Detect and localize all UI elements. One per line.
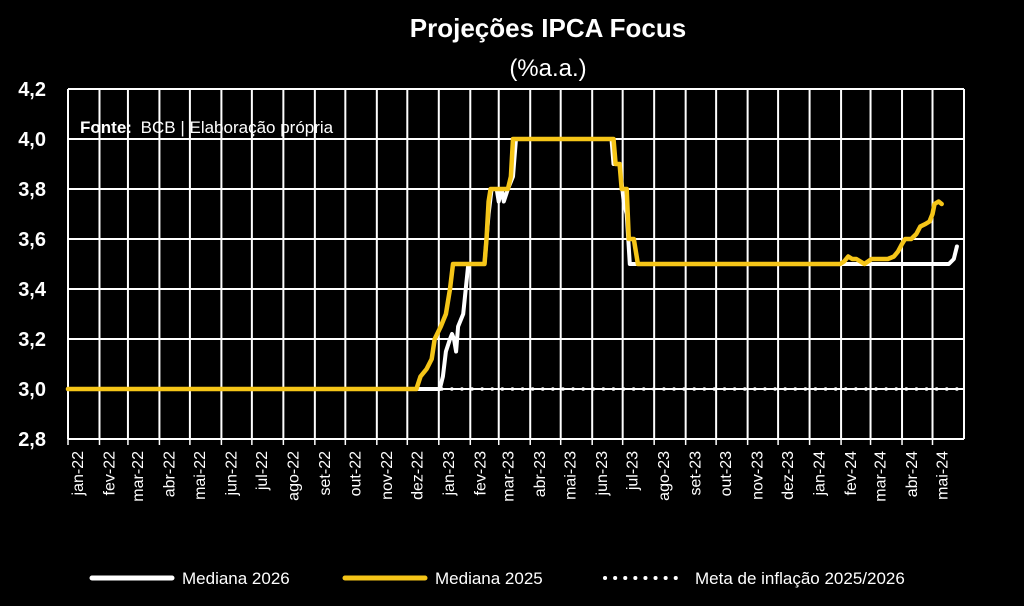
x-tick-label: abr-23 [532,451,549,497]
chart-title: Projeções IPCA Focus [410,13,686,43]
x-tick-label: jan-22 [70,451,87,497]
y-tick-label: 3,6 [18,229,46,251]
legend-label-1: Mediana 2025 [435,569,543,588]
series-line-1 [65,136,944,392]
x-tick-label: mar-22 [130,451,147,502]
y-tick-label: 3,2 [18,329,46,351]
y-tick-label: 3,8 [18,179,46,201]
legend-label-0: Mediana 2026 [182,569,290,588]
x-tick-label: mai-22 [192,451,209,500]
chart-subtitle: (%a.a.) [509,55,586,82]
x-tick-label: set-22 [317,451,334,496]
x-tick-label: mar-24 [873,451,890,502]
x-tick-label: mai-23 [563,451,580,500]
x-tick-label: jun-23 [594,451,611,497]
x-tick-label: mar-23 [501,451,518,502]
x-tick-label: fev-23 [472,451,489,496]
x-axis: jan-22 fev-22 mar-22 abr-22 mai-22 jun-22 jul-… [67,439,952,502]
x-tick-label: jan-23 [441,451,458,497]
y-tick-label: 3,4 [18,279,47,301]
x-tick-label: fev-22 [101,451,118,496]
source-text: BCB | Elaboração própria [141,118,334,137]
x-tick-label: ago-23 [656,451,673,501]
y-tick-label: 3,0 [18,379,46,401]
x-tick-label: out-23 [718,451,735,496]
x-tick-label: abr-24 [904,451,921,497]
source-label: Fonte: [80,118,132,137]
x-tick-label: fev-24 [843,451,860,496]
x-tick-label: mai-24 [935,451,952,500]
x-tick-label: nov-22 [379,451,396,500]
x-tick-label: jul-23 [625,451,642,491]
x-tick-label: out-22 [347,451,364,496]
y-tick-label: 2,8 [18,429,46,451]
plot-area [65,136,966,392]
x-tick-label: jul-22 [254,451,271,491]
y-tick-label: 4,0 [18,129,46,151]
source-note: Fonte: BCB | Elaboração própria [80,118,334,137]
legend-label-2: Meta de inflação 2025/2026 [695,569,905,588]
grid-layer [67,88,965,440]
legend: Mediana 2026 Mediana 2025 Meta de inflação… [89,569,905,588]
x-tick-label: jan-24 [812,451,829,497]
x-tick-label: abr-22 [161,451,178,497]
x-tick-label: ago-22 [285,451,302,501]
x-tick-label: set-23 [688,451,705,496]
x-tick-label: dez-22 [409,451,426,500]
y-tick-label: 4,2 [18,79,46,101]
x-tick-label: jun-22 [223,451,240,497]
y-axis: 4,2 4,0 3,8 3,6 3,4 3,2 3,0 2,8 [18,79,47,451]
x-tick-label: dez-23 [780,451,797,500]
x-tick-label: nov-23 [750,451,767,500]
